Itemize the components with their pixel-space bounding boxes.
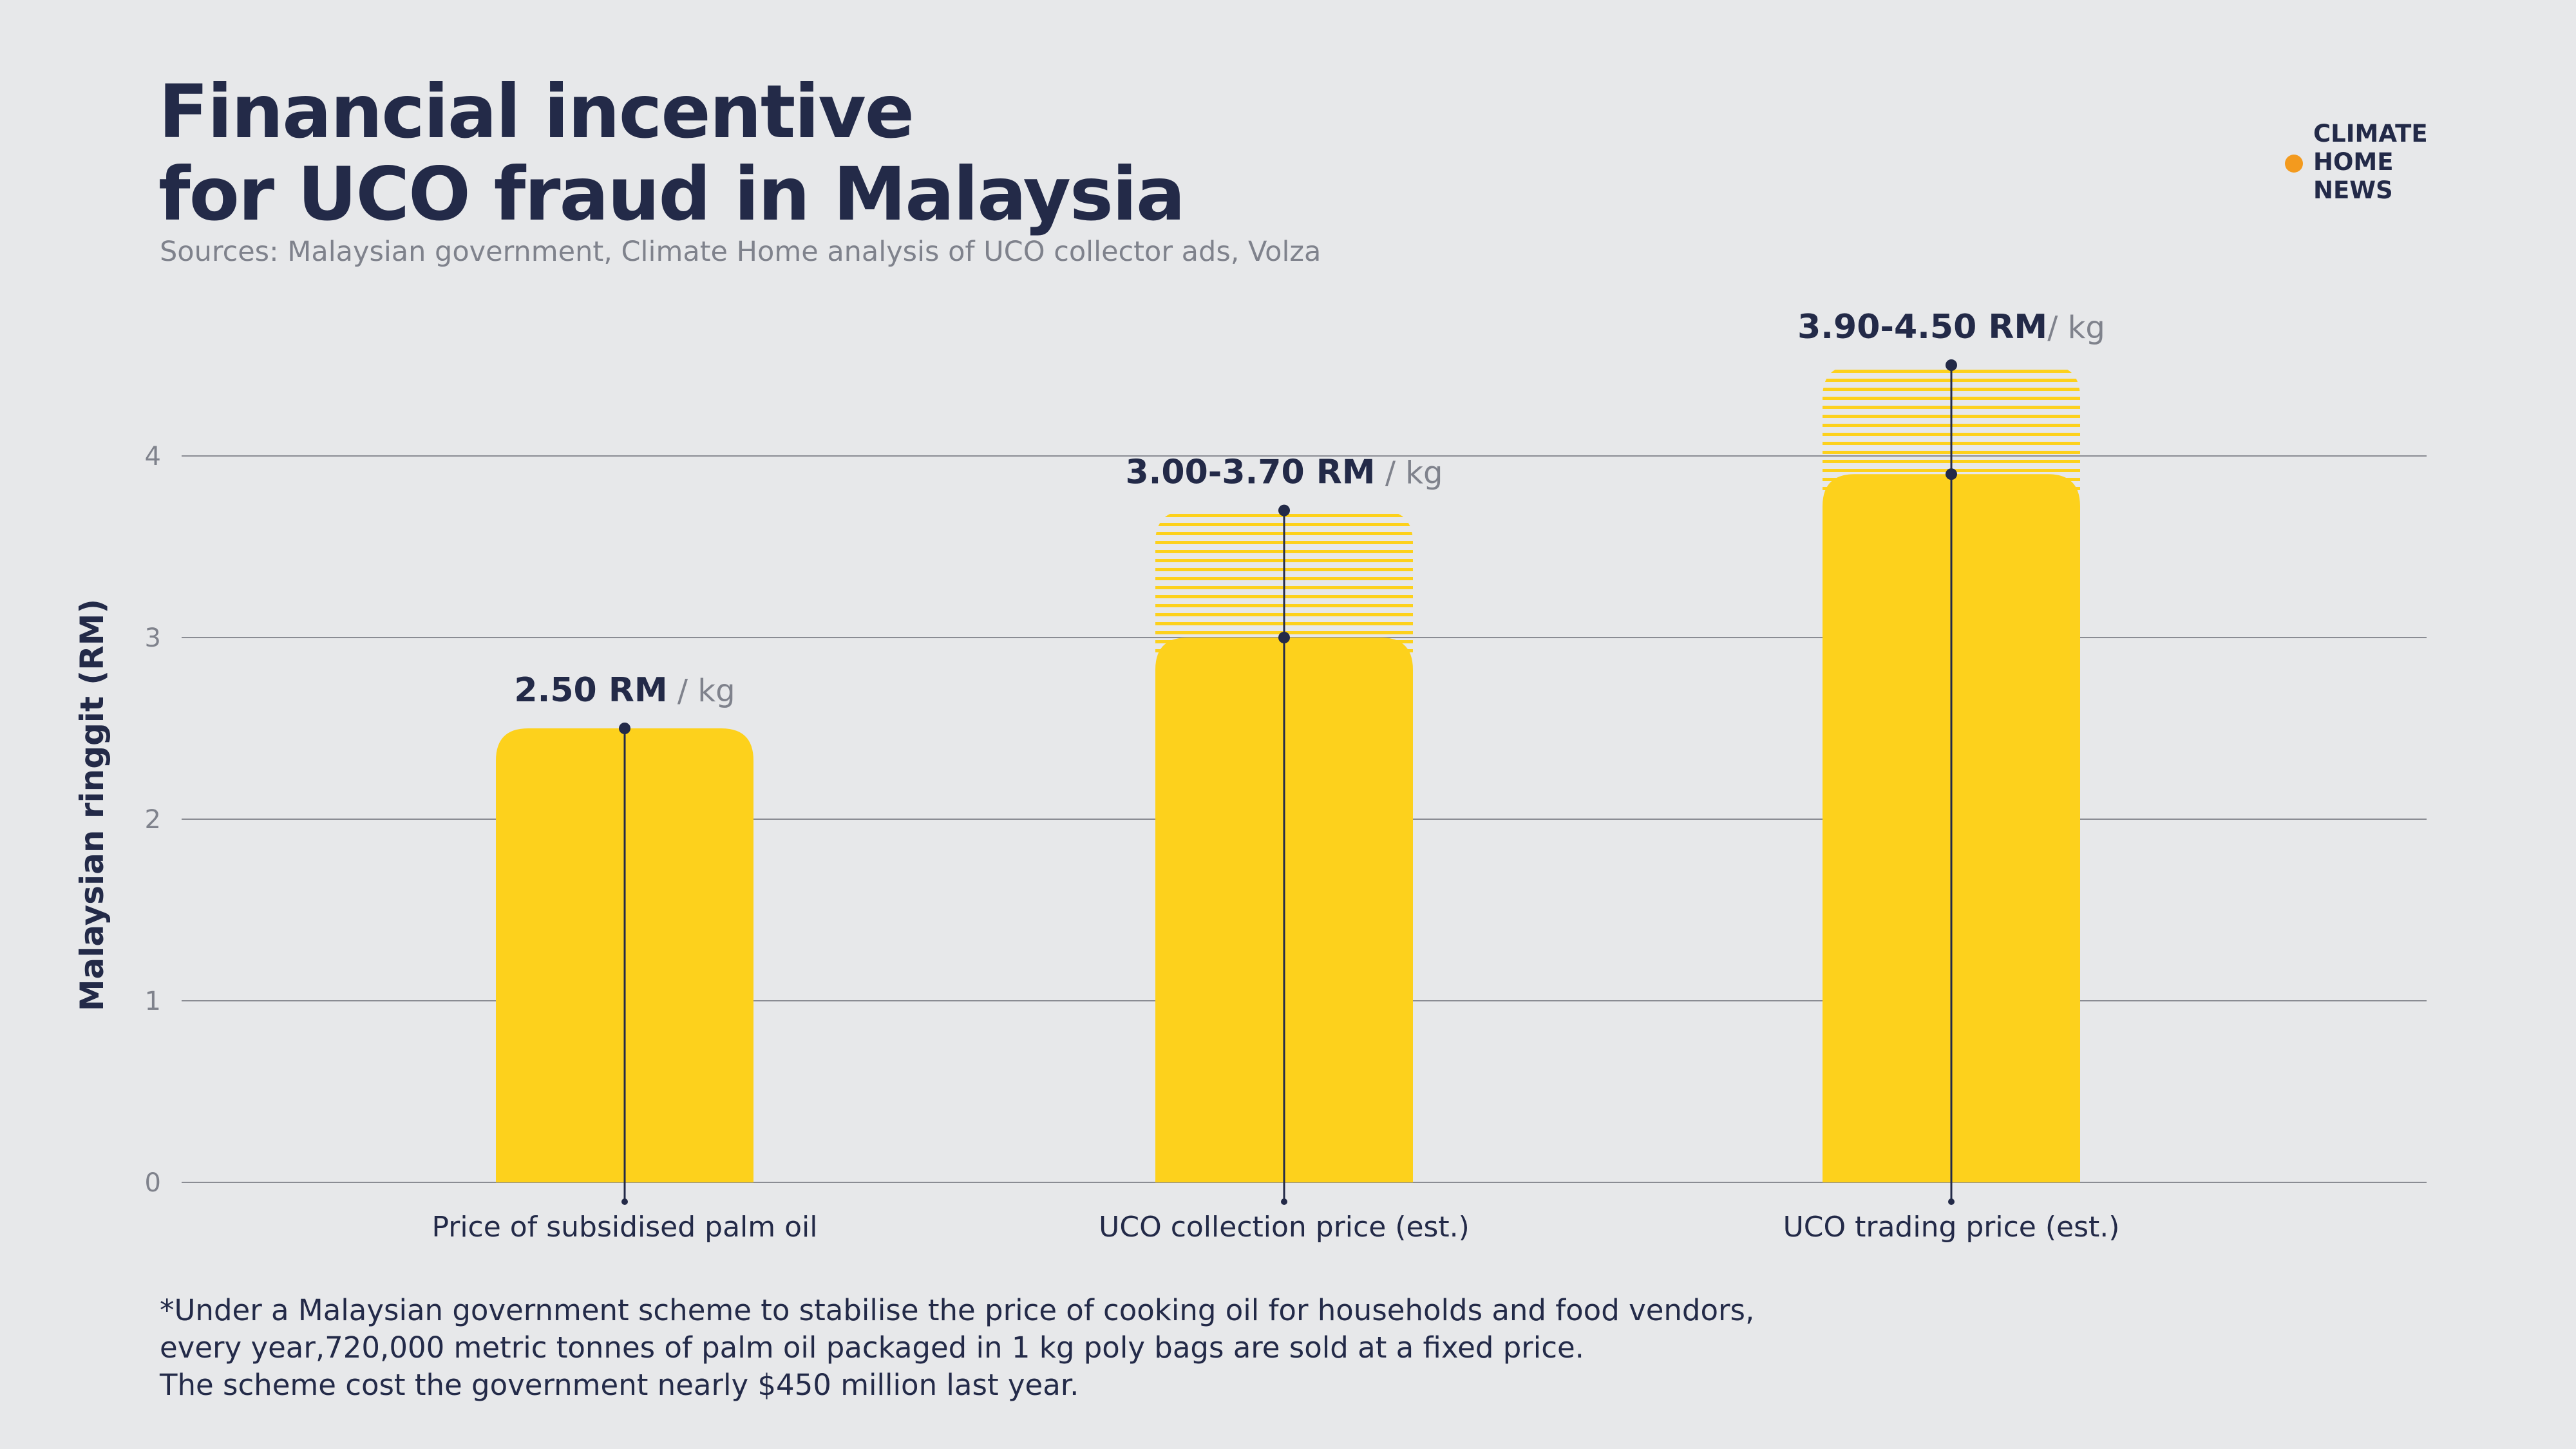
footnote: *Under a Malaysian government scheme to … xyxy=(160,1292,1754,1404)
range-base-dot-2 xyxy=(1948,1198,1955,1205)
value-label-unit-2: / kg xyxy=(2047,310,2105,346)
value-label-2: 3.90-4.50 RM/ kg xyxy=(1797,308,2105,346)
footnote-line-1: *Under a Malaysian government scheme to … xyxy=(160,1293,1755,1327)
sources-note: Sources: Malaysian government, Climate H… xyxy=(160,236,1321,268)
category-label-1: UCO collection price (est.) xyxy=(1099,1211,1470,1244)
category-label-0: Price of subsidised palm oil xyxy=(431,1211,817,1244)
logo-word-1: CLIMATE xyxy=(2313,120,2428,147)
range-low-dot-2 xyxy=(1946,468,1957,480)
title-line-2: for UCO fraud in Malaysia xyxy=(158,151,1186,237)
y-tick-label-4: 4 xyxy=(145,442,161,471)
footnote-line-2: every year,720,000 metric tonnes of palm… xyxy=(160,1331,1584,1365)
chart-title: Financial incentive for UCO fraud in Mal… xyxy=(158,69,1186,237)
logo-word-3: NEWS xyxy=(2313,176,2393,204)
logo-mark-icon xyxy=(2245,117,2303,210)
title-line-1: Financial incentive xyxy=(158,69,914,155)
value-label-unit-1: / kg xyxy=(1376,455,1443,491)
logo-wordmark: CLIMATE HOME NEWS xyxy=(2313,120,2428,205)
range-high-dot-1 xyxy=(1278,504,1290,516)
value-label-1: 3.00-3.70 RM / kg xyxy=(1125,453,1443,492)
value-label-unit-0: / kg xyxy=(668,673,735,709)
range-base-dot-0 xyxy=(621,1198,628,1205)
y-tick-label-1: 1 xyxy=(145,987,161,1016)
category-label-2: UCO trading price (est.) xyxy=(1783,1211,2120,1244)
range-base-dot-1 xyxy=(1281,1198,1287,1205)
value-label-main-0: 2.50 RM xyxy=(514,671,667,710)
value-label-0: 2.50 RM / kg xyxy=(514,671,735,710)
y-tick-label-0: 0 xyxy=(145,1168,161,1198)
range-high-dot-2 xyxy=(1946,359,1957,371)
y-tick-label-2: 2 xyxy=(145,805,161,835)
range-high-dot-0 xyxy=(619,723,630,734)
y-axis-label: Malaysian ringgit (RM) xyxy=(73,599,111,1011)
range-low-dot-1 xyxy=(1278,632,1290,643)
value-label-main-1: 3.00-3.70 RM xyxy=(1125,453,1375,492)
logo-word-2: HOME xyxy=(2313,148,2394,176)
footnote-line-3: The scheme cost the government nearly $4… xyxy=(160,1368,1079,1402)
climate-home-news-logo: CLIMATE HOME NEWS xyxy=(2241,113,2447,216)
value-label-main-2: 3.90-4.50 RM xyxy=(1797,308,2047,346)
y-tick-label-3: 3 xyxy=(145,623,161,653)
